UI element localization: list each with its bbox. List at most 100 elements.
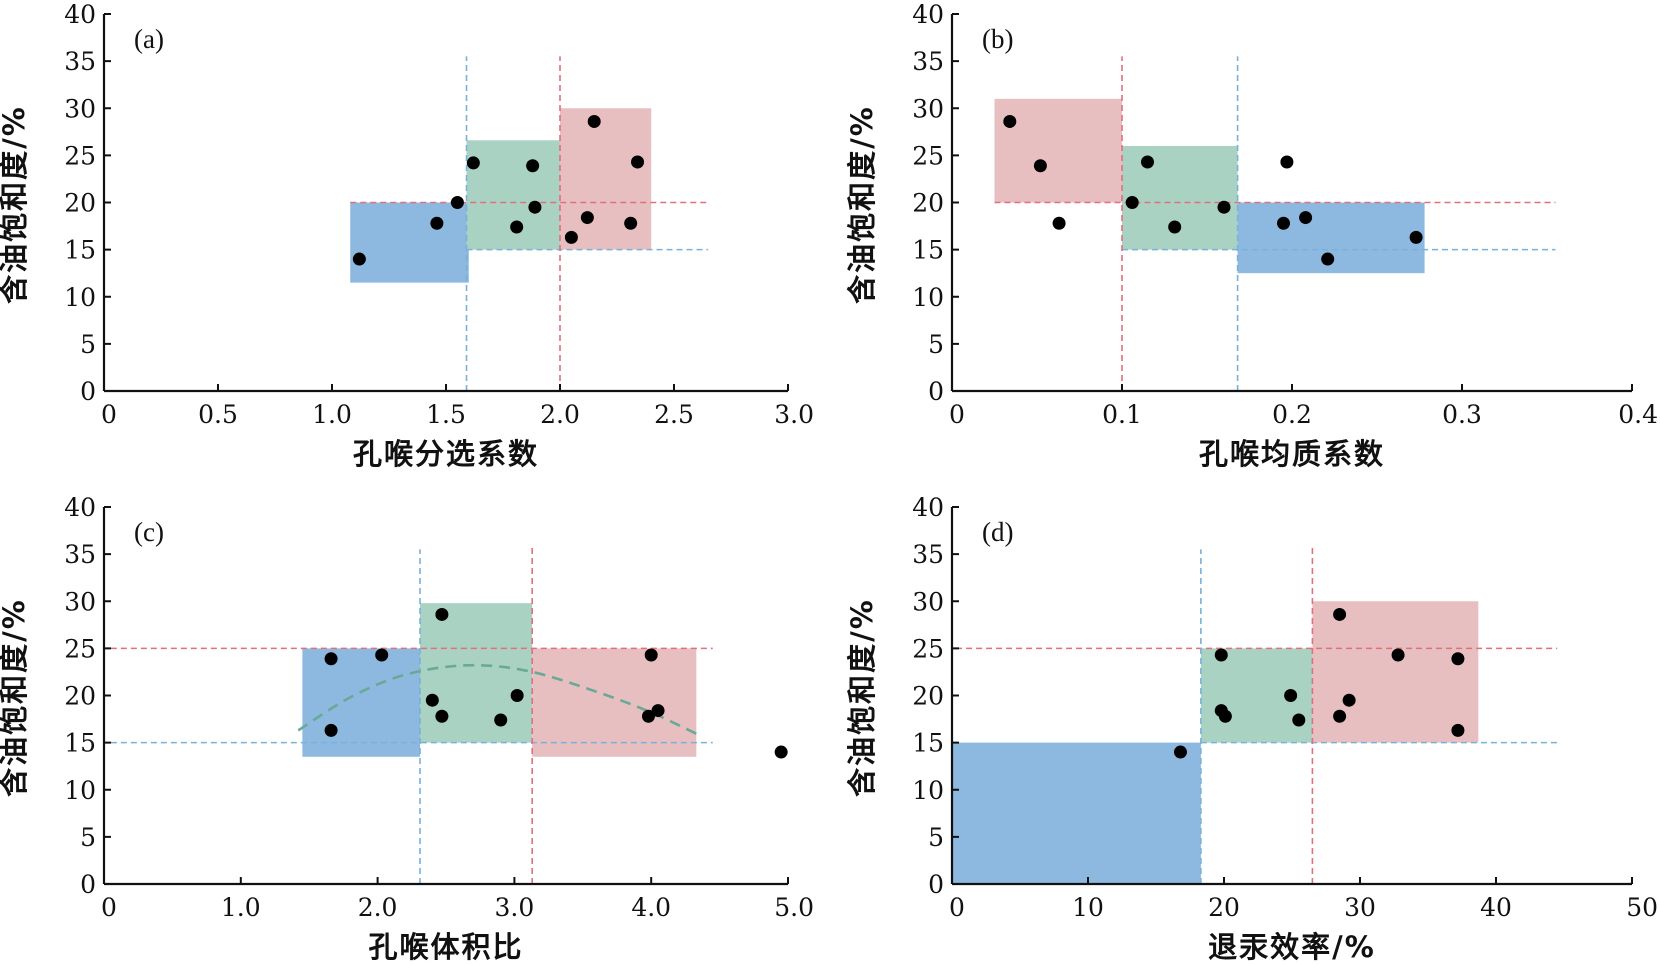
data-point: [624, 216, 638, 230]
y-tick-label: 40: [912, 493, 944, 522]
chart-panel-3: 0 1.0 2.0 3.0 4.0 5.0 0 5 10 15 20 25 30 35 40 (c) 孔喉体积比…: [0, 493, 814, 964]
data-point: [435, 607, 449, 621]
y-tick-label: 10: [912, 776, 944, 805]
data-point: [1409, 230, 1423, 244]
x-tick-label: 0.3: [1442, 400, 1482, 429]
y-tick-label: 25: [912, 141, 944, 170]
x-tick-label: 40: [1480, 893, 1512, 922]
data-point: [494, 713, 508, 727]
trend-curve: [297, 663, 700, 737]
region-2: [420, 603, 533, 743]
data-point: [651, 704, 665, 718]
data-point: [528, 200, 542, 214]
data-point: [1284, 689, 1298, 702]
y-tick-label: 35: [912, 540, 944, 569]
x-tick-label: 3.0: [495, 893, 535, 922]
data-point: [641, 709, 655, 723]
y-tick-label: 10: [64, 776, 96, 805]
y-axis-title: 含油饱和度/%: [845, 598, 879, 797]
x-tick-label: 50: [1626, 893, 1658, 922]
data-point: [1033, 159, 1047, 173]
x-axis-title: 退汞效率/%: [1208, 930, 1376, 964]
chart-panel-4: 0 10 20 30 40 50 0 5 10 15 20 25 30 35 40 (d) 退汞效率/% 含油饱和…: [845, 493, 1658, 964]
y-tick-label: 25: [64, 141, 96, 170]
chart-panel-1: 0 0.5 1.0 1.5 2.0 2.5 3.0 0 5 10 15 20 25 30 35 40 (a) 孔喉…: [0, 0, 814, 471]
panel-label: (b): [982, 24, 1013, 54]
region-2: [466, 140, 560, 250]
x-axis-title: 孔喉均质系数: [1199, 437, 1385, 471]
data-point: [1052, 216, 1066, 230]
data-point: [631, 155, 645, 169]
y-tick-label: 30: [64, 587, 96, 616]
x-tick-label: 1.0: [312, 400, 352, 429]
data-point: [430, 216, 444, 230]
y-tick-label: 15: [912, 729, 944, 758]
x-tick-label: 0.4: [1618, 400, 1658, 429]
region-2: [1122, 145, 1238, 250]
y-tick-label: 15: [64, 236, 96, 265]
data-point: [1214, 648, 1228, 662]
y-tick-label: 40: [912, 0, 944, 29]
data-point: [580, 211, 594, 225]
y-tick-label: 0: [928, 870, 944, 899]
y-tick-label: 10: [912, 283, 944, 312]
x-tick-label: 0.1: [1102, 400, 1142, 429]
data-point: [1321, 252, 1335, 266]
y-tick-label: 0: [80, 870, 96, 899]
x-axis-title: 孔喉分选系数: [353, 437, 539, 471]
y-tick-label: 5: [928, 330, 944, 359]
region-1: [350, 202, 469, 283]
y-tick-label: 20: [64, 189, 96, 218]
y-tick-label: 20: [64, 682, 96, 711]
data-point: [510, 689, 524, 702]
y-tick-label: 5: [80, 823, 96, 852]
x-tick-label: 4.0: [631, 893, 671, 922]
y-tick-label: 5: [928, 823, 944, 852]
y-tick-label: 25: [912, 634, 944, 663]
data-point: [564, 230, 578, 244]
y-tick-label: 20: [912, 682, 944, 711]
y-axis-title: 含油饱和度/%: [845, 105, 879, 304]
data-point: [1391, 648, 1405, 662]
data-point: [1003, 114, 1017, 128]
y-tick-label: 35: [64, 47, 96, 76]
data-point: [450, 196, 464, 209]
region-1: [952, 742, 1201, 884]
x-tick-label: 30: [1344, 893, 1376, 922]
x-tick-label: 0: [101, 400, 117, 429]
y-tick-label: 25: [64, 634, 96, 663]
x-tick-label: 2.5: [654, 400, 694, 429]
y-tick-label: 30: [912, 587, 944, 616]
y-tick-label: 30: [912, 94, 944, 123]
data-point: [1280, 155, 1294, 169]
data-point: [1217, 200, 1231, 214]
y-tick-label: 15: [912, 236, 944, 265]
y-tick-label: 30: [64, 94, 96, 123]
data-point: [324, 652, 338, 666]
data-point: [1292, 713, 1306, 727]
data-point: [526, 159, 540, 173]
data-point: [324, 723, 338, 737]
y-tick-label: 35: [64, 540, 96, 569]
data-point: [1342, 693, 1356, 707]
y-tick-label: 40: [64, 493, 96, 522]
region-3: [532, 648, 697, 757]
y-tick-label: 35: [912, 47, 944, 76]
data-point: [1451, 652, 1465, 666]
panel-label: (a): [134, 24, 164, 54]
data-point: [1333, 607, 1347, 621]
data-point: [1299, 211, 1313, 225]
y-axis-title: 含油饱和度/%: [0, 105, 31, 304]
x-tick-label: 5.0: [774, 893, 814, 922]
data-point: [352, 252, 366, 266]
data-point: [1451, 723, 1465, 737]
data-point: [466, 156, 480, 170]
x-tick-label: 0.2: [1272, 400, 1312, 429]
x-axis-title: 孔喉体积比: [368, 930, 523, 964]
x-tick-label: 2.0: [540, 400, 580, 429]
data-point: [1218, 709, 1232, 723]
data-point: [435, 709, 449, 723]
x-tick-label: 2.0: [358, 893, 398, 922]
region-1: [302, 648, 421, 757]
